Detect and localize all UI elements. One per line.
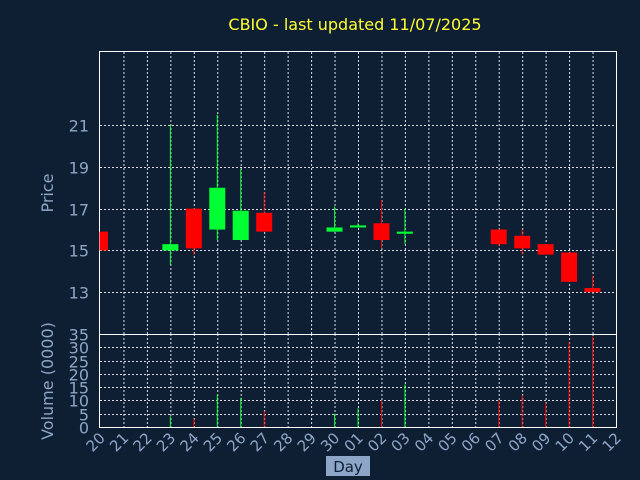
x-tick-label: 10 xyxy=(552,429,578,455)
x-tick-label: 03 xyxy=(388,429,414,455)
price-tick-label: 15 xyxy=(69,242,89,261)
x-tick-label: 22 xyxy=(130,429,156,455)
candle-body xyxy=(326,227,343,232)
chart-title: CBIO - last updated 11/07/2025 xyxy=(228,15,481,34)
candle-body xyxy=(185,208,202,249)
x-tick-label: 08 xyxy=(505,429,531,455)
x-tick-label: 25 xyxy=(200,429,226,455)
volume-tick-label: 15 xyxy=(69,379,89,398)
x-tick-label: 30 xyxy=(317,429,343,455)
volume-axis-label: Volume (0000) xyxy=(38,322,57,440)
x-tick-label: 07 xyxy=(481,429,507,455)
x-tick-label: 23 xyxy=(153,429,179,455)
volume-tick-label: 10 xyxy=(69,392,89,411)
volume-tick-label: 20 xyxy=(69,366,89,385)
x-tick-label: 12 xyxy=(599,429,625,455)
candle-body xyxy=(396,231,413,234)
x-tick-label: 04 xyxy=(411,429,437,455)
price-tick-label: 13 xyxy=(69,284,89,303)
candle-body xyxy=(584,288,601,293)
price-tick-label: 17 xyxy=(69,201,89,220)
candle-body xyxy=(232,210,249,240)
x-tick-label: 02 xyxy=(364,429,390,455)
x-tick-label: 21 xyxy=(106,429,132,455)
price-tick-label: 21 xyxy=(69,117,89,136)
price-tick-label: 19 xyxy=(69,159,89,178)
x-axis-label: Day xyxy=(333,458,363,476)
candle-body xyxy=(350,225,366,228)
x-tick-label: 26 xyxy=(223,429,249,455)
candle-body xyxy=(561,252,578,282)
x-tick-label: 01 xyxy=(341,429,367,455)
price-axis-ticks: 13 15 17 19 21 xyxy=(69,117,89,303)
volume-tick-label: 5 xyxy=(79,406,89,425)
x-tick-label: 27 xyxy=(247,429,273,455)
x-tick-label: 28 xyxy=(270,429,296,455)
price-gridlines xyxy=(100,52,616,334)
x-tick-label: 06 xyxy=(458,429,484,455)
candle-body xyxy=(514,235,531,249)
volume-tick-label: 30 xyxy=(69,339,89,358)
volume-tick-label: 0 xyxy=(79,419,89,438)
x-tick-label: 11 xyxy=(575,429,601,455)
x-axis-ticks: 2021222324252627282930010203040506070809… xyxy=(83,429,625,455)
candle-body xyxy=(162,244,179,251)
x-tick-label: 05 xyxy=(434,429,460,455)
x-tick-label: 09 xyxy=(528,429,554,455)
candle-body xyxy=(100,231,108,251)
x-tick-label: 29 xyxy=(294,429,320,455)
candle-body xyxy=(256,212,273,232)
price-candles xyxy=(99,114,601,293)
x-tick-label: 24 xyxy=(176,429,202,455)
volume-tick-label: 25 xyxy=(69,353,89,372)
volume-panel-frame xyxy=(99,334,617,428)
candle-body xyxy=(537,244,554,255)
x-axis-label-bg xyxy=(326,456,370,476)
price-axis-label: Price xyxy=(38,173,57,212)
volume-bars xyxy=(169,336,594,427)
volume-tick-label: 35 xyxy=(69,326,89,345)
candle-body xyxy=(490,229,507,245)
candle-body xyxy=(373,223,390,240)
candle-body xyxy=(209,187,226,230)
